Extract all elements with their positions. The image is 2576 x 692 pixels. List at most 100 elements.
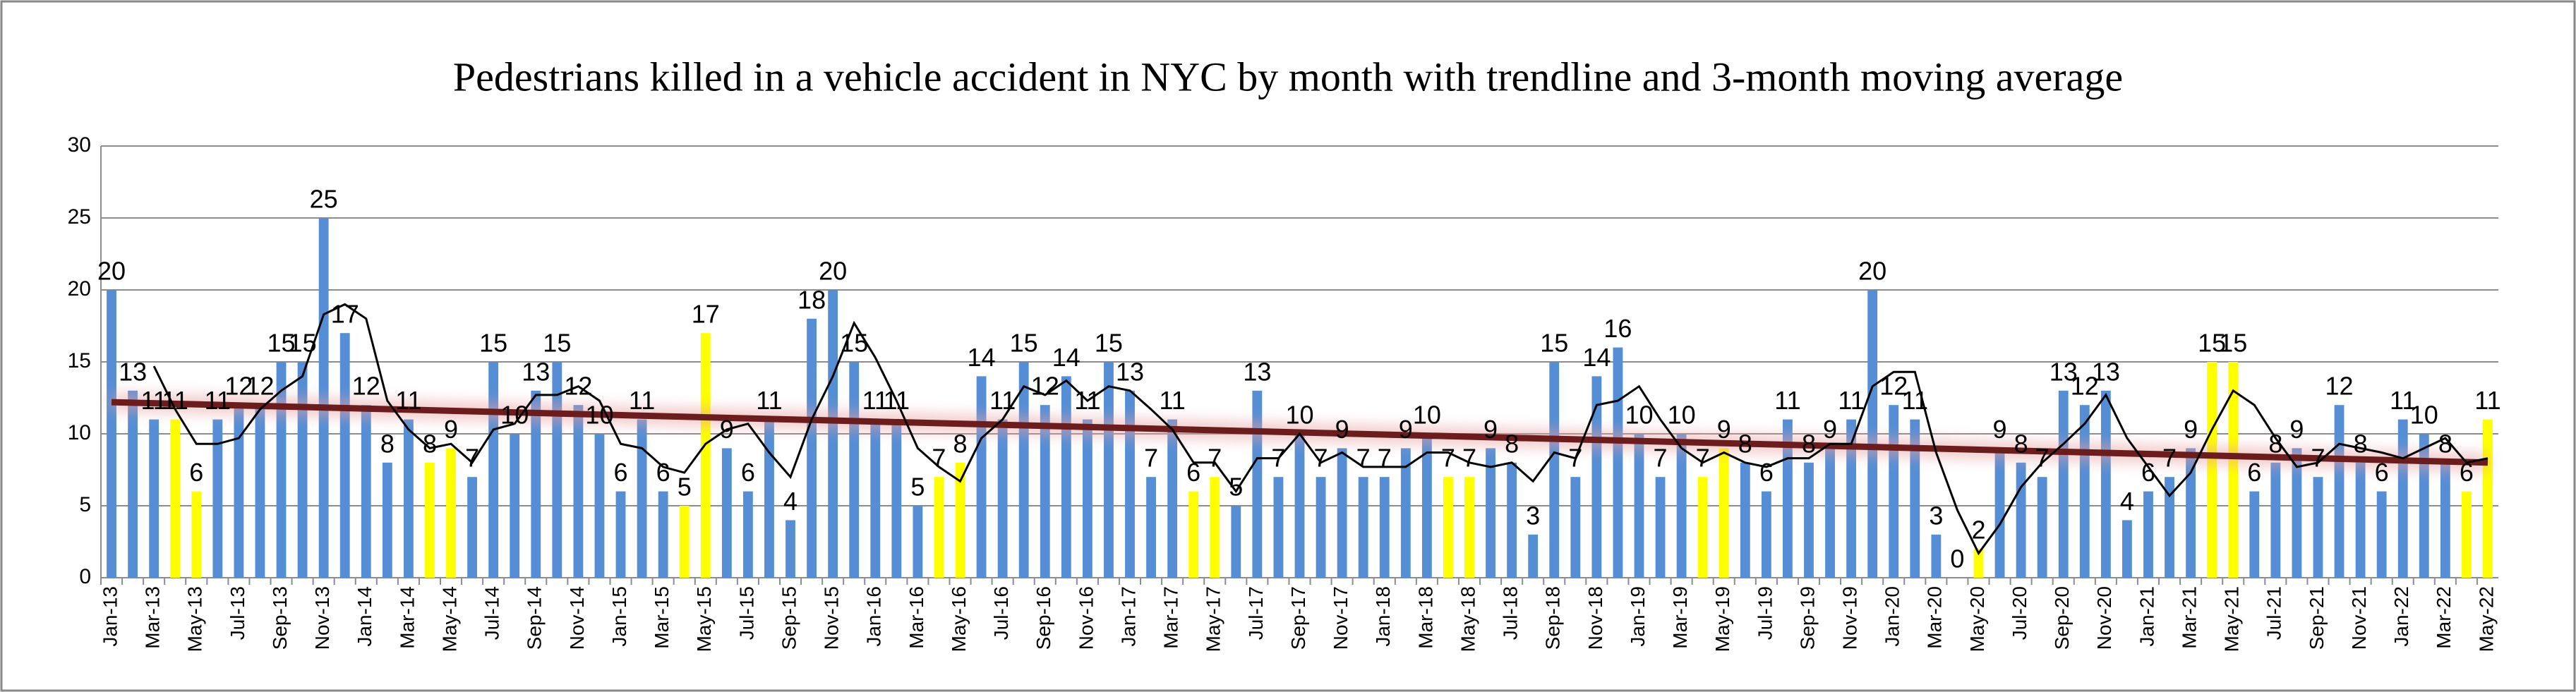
value-label: 6 <box>1186 458 1200 487</box>
bar <box>1676 434 1687 578</box>
value-label: 8 <box>953 429 967 458</box>
value-label: 6 <box>1759 458 1774 487</box>
x-tick-label: Sep-17 <box>1287 586 1309 650</box>
bar <box>403 419 414 578</box>
x-tick-label: Jan-17 <box>1117 586 1139 647</box>
value-label: 15 <box>1010 329 1038 358</box>
x-tick-label: Nov-21 <box>2348 586 2370 650</box>
value-label: 7 <box>2035 444 2050 473</box>
bar <box>891 419 902 578</box>
bar <box>1570 477 1581 578</box>
value-label: 7 <box>2162 444 2177 473</box>
value-label: 8 <box>1738 429 1752 458</box>
value-label: 14 <box>968 343 996 372</box>
value-label: 7 <box>1314 444 1328 473</box>
bar <box>276 362 287 578</box>
value-label: 8 <box>2014 429 2028 458</box>
value-label: 12 <box>246 372 274 401</box>
bar <box>1846 419 1857 578</box>
value-label: 9 <box>1399 415 1413 444</box>
bar <box>2419 434 2429 578</box>
bar <box>297 362 308 578</box>
value-label: 11 <box>862 386 889 415</box>
value-label: 3 <box>1929 501 1943 530</box>
value-label: 15 <box>479 329 507 358</box>
x-tick-label: Jul-19 <box>1754 586 1776 640</box>
chart-title: Pedestrians killed in a vehicle accident… <box>453 54 2123 99</box>
bar <box>1252 390 1263 578</box>
bar <box>128 390 138 578</box>
value-label: 6 <box>614 458 628 487</box>
value-label: 8 <box>1802 429 1816 458</box>
x-tick-label: May-14 <box>438 586 460 652</box>
x-tick-label: Sep-16 <box>1033 586 1054 650</box>
x-tick-label: Jan-22 <box>2390 586 2412 647</box>
value-label: 15 <box>840 329 868 358</box>
x-tick-label: Jan-16 <box>863 586 885 647</box>
bar <box>1549 362 1560 578</box>
x-tick-label: May-20 <box>1966 586 1988 652</box>
value-label: 10 <box>500 401 529 430</box>
bar <box>1634 434 1644 578</box>
value-label: 13 <box>1243 357 1271 386</box>
bar <box>849 362 860 578</box>
value-label: 15 <box>267 329 296 358</box>
value-label: 15 <box>1540 329 1568 358</box>
bar <box>934 477 944 578</box>
x-tick-label: Nov-14 <box>566 586 588 650</box>
y-tick-label: 30 <box>68 133 91 157</box>
value-label: 14 <box>1052 343 1081 372</box>
moving-average-line <box>152 303 2488 556</box>
bar <box>2228 362 2239 578</box>
value-label: 12 <box>564 372 592 401</box>
value-label: 6 <box>2141 458 2155 487</box>
value-label: 15 <box>2198 329 2226 358</box>
bar <box>2440 462 2450 578</box>
x-tick-label: May-17 <box>1203 586 1224 652</box>
value-label: 11 <box>989 386 1016 415</box>
value-label: 7 <box>1208 444 1222 473</box>
x-tick-label: Mar-13 <box>142 586 164 649</box>
value-label: 11 <box>1838 386 1864 415</box>
x-tick-label: Jan-15 <box>608 586 630 647</box>
value-label: 11 <box>1774 386 1800 415</box>
x-tick-label: Jul-18 <box>1500 586 1522 640</box>
bar <box>2016 462 2026 578</box>
value-label: 9 <box>2184 415 2198 444</box>
value-label: 18 <box>798 285 826 314</box>
value-label: 9 <box>1335 415 1349 444</box>
x-tick-label: May-18 <box>1457 586 1479 652</box>
value-label: 7 <box>932 444 946 473</box>
value-label: 13 <box>2092 357 2120 386</box>
x-tick-label: Jan-13 <box>99 586 121 647</box>
value-label: 12 <box>2325 372 2354 401</box>
value-label: 7 <box>1378 444 1392 473</box>
bar <box>510 434 520 578</box>
value-label: 6 <box>2247 458 2261 487</box>
value-label: 11 <box>629 386 655 415</box>
bar <box>1464 477 1474 578</box>
value-label: 13 <box>2050 357 2078 386</box>
value-label: 11 <box>162 386 188 415</box>
x-tick-label: Jan-19 <box>1627 586 1649 647</box>
bar <box>1655 477 1666 578</box>
x-tick-label: May-19 <box>1711 586 1733 652</box>
x-tick-label: Jul-17 <box>1245 586 1267 640</box>
bar <box>2186 448 2196 578</box>
value-label: 13 <box>522 357 550 386</box>
y-tick-label: 5 <box>79 493 91 516</box>
x-tick-label: Mar-16 <box>905 586 927 649</box>
value-label: 6 <box>741 458 755 487</box>
bar <box>1040 405 1050 578</box>
value-label: 7 <box>1441 444 1455 473</box>
bar <box>467 477 477 578</box>
bar <box>234 405 244 578</box>
bar <box>1146 477 1156 578</box>
value-label: 6 <box>2460 458 2474 487</box>
bar <box>1973 549 1984 578</box>
value-label: 7 <box>1654 444 1668 473</box>
x-tick-label: May-16 <box>948 586 970 652</box>
x-tick-label: Mar-22 <box>2433 586 2455 649</box>
x-tick-label: Sep-21 <box>2306 586 2328 650</box>
